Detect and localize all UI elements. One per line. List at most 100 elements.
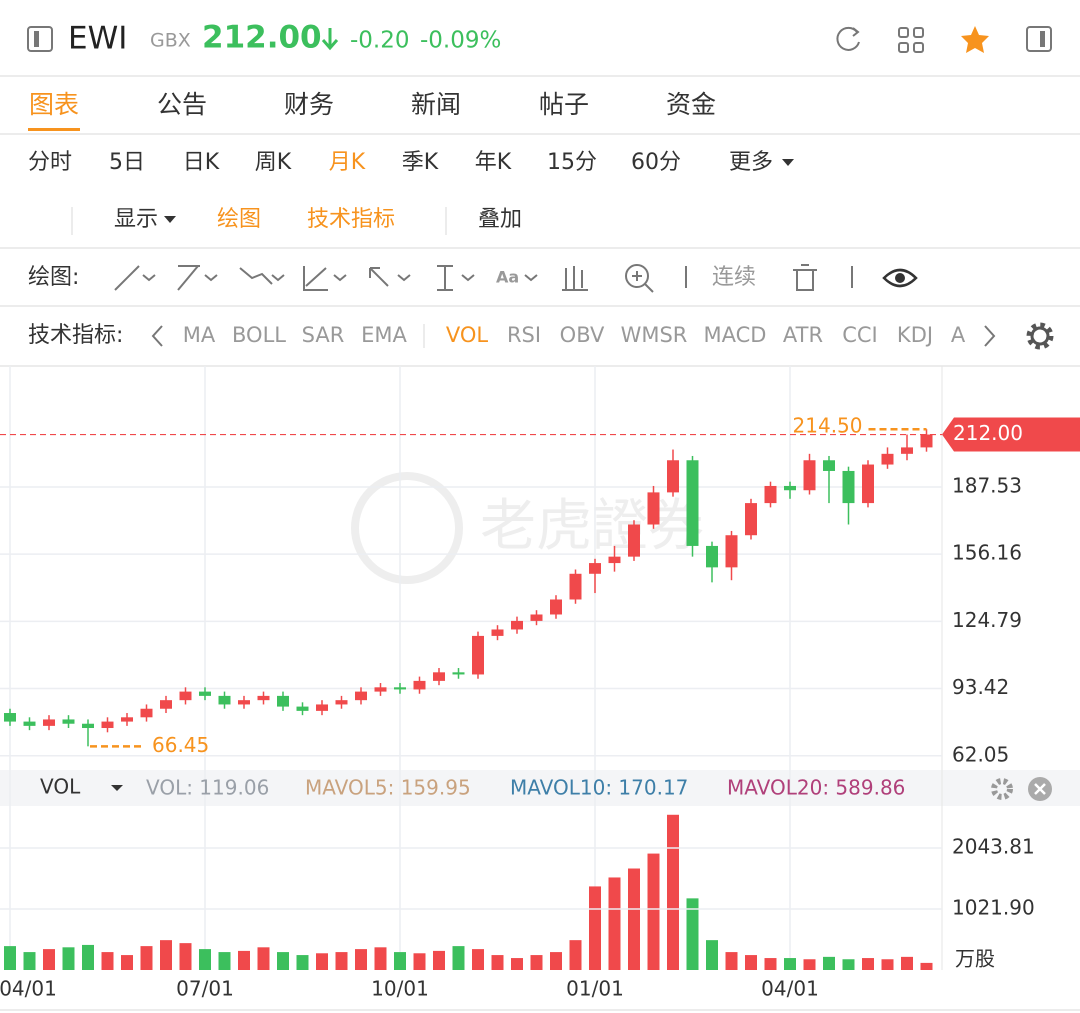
dropdown-arrow (111, 785, 123, 791)
candle-body (569, 573, 582, 600)
candle-body (686, 460, 699, 546)
candle-body (550, 599, 562, 615)
scroll-right[interactable] (984, 325, 996, 347)
volume-bar (296, 955, 309, 970)
x-tick-label: 07/01 (176, 977, 234, 1001)
favorite-star[interactable] (961, 26, 989, 53)
volume-bar (335, 952, 348, 970)
volume-bar (218, 952, 231, 970)
volume-bar (491, 955, 504, 970)
candle-body (43, 719, 55, 726)
volume-bar (160, 940, 172, 970)
max-label: 214.50 (793, 414, 863, 438)
y-tick-label: 62.05 (952, 742, 1009, 766)
settings-icon[interactable] (1026, 322, 1054, 350)
volume-selector[interactable]: VOL (40, 775, 81, 799)
last-price-label: 212.00 (953, 421, 1023, 445)
tab[interactable]: 新闻 (411, 90, 461, 119)
tab[interactable]: 资金 (666, 90, 716, 119)
toolbar-label: 绘图: (28, 265, 79, 290)
volume-bar (4, 946, 16, 970)
chart-menu[interactable]: 叠加 (478, 207, 522, 232)
indicator[interactable]: OBV (560, 323, 605, 347)
volume-legend: VOL: 119.06 (146, 776, 269, 800)
volume-settings[interactable] (991, 778, 1013, 800)
y-tick-label: 1021.90 (952, 895, 1035, 919)
candle-body (316, 704, 328, 711)
volume-bar (628, 868, 640, 970)
indicator[interactable]: KDJ (897, 323, 933, 347)
period-button[interactable]: 季K (402, 150, 439, 175)
indicator[interactable]: WMSR (621, 323, 688, 347)
indicator[interactable]: MACD (704, 323, 767, 347)
chart-menu[interactable]: 技术指标 (307, 207, 395, 232)
period-button[interactable]: 15分 (547, 150, 597, 175)
draw-tools[interactable] (114, 264, 853, 293)
candle-body (589, 563, 601, 574)
period-button[interactable]: 日K (183, 150, 220, 175)
volume-bar (842, 959, 855, 970)
indicator[interactable]: CCI (842, 323, 878, 347)
indicator[interactable]: ATR (783, 323, 823, 347)
volume-bar (920, 962, 933, 970)
period-button[interactable]: 5日 (109, 150, 145, 175)
volume-bar (179, 943, 192, 970)
panel-icon-bar (1040, 31, 1045, 47)
volume-legend: MAVOL20: 589.86 (727, 776, 905, 800)
scroll-left[interactable] (151, 325, 163, 347)
symbol: EWI (68, 21, 127, 57)
tab[interactable]: 图表 (29, 90, 79, 119)
tab[interactable]: 帖子 (539, 90, 589, 119)
chart-menu[interactable]: 绘图 (217, 207, 261, 232)
indicator[interactable]: BOLL (232, 323, 286, 347)
volume-bar (257, 947, 270, 970)
volume-legend: MAVOL5: 159.95 (305, 776, 471, 800)
last-price-tag (942, 417, 1080, 452)
period-button[interactable]: 年K (475, 150, 512, 175)
period-button[interactable]: 60分 (631, 150, 681, 175)
eye-icon[interactable] (882, 268, 918, 288)
volume-bar (355, 949, 367, 970)
panel-icon[interactable] (1026, 26, 1052, 52)
candle-body (901, 447, 913, 454)
candle-body (394, 687, 406, 690)
period-button[interactable]: 月K (329, 150, 366, 175)
period-button[interactable]: 更多 (729, 150, 773, 175)
dropdown-arrow (782, 159, 794, 166)
grid-icon[interactable] (898, 27, 924, 53)
volume-bar (511, 958, 523, 970)
candle-body (472, 635, 484, 675)
candle-body (920, 434, 933, 448)
text-tool[interactable]: Aa (496, 268, 519, 287)
chart-menu[interactable]: 显示 (114, 207, 158, 232)
volume-bar (589, 886, 601, 970)
candle-body (277, 695, 289, 707)
volume-bar (569, 940, 582, 970)
tab[interactable]: 财务 (284, 90, 334, 119)
indicator[interactable]: SAR (302, 323, 345, 347)
indicator[interactable]: RSI (507, 323, 541, 347)
volume-bar (413, 953, 426, 970)
sidebar-icon[interactable] (27, 26, 53, 52)
indicator[interactable]: VOL (446, 323, 489, 347)
min-label: 66.45 (152, 733, 209, 757)
indicator[interactable]: MA (183, 323, 216, 347)
period-button[interactable]: 周K (255, 150, 292, 175)
refresh-icon[interactable] (836, 26, 860, 51)
tab[interactable]: 公告 (157, 90, 207, 119)
volume-legend: MAVOL10: 170.17 (510, 776, 688, 800)
candle-body (842, 470, 855, 504)
volume-bar (608, 877, 621, 970)
volume-bar (238, 950, 250, 970)
candle-body (823, 460, 835, 471)
candle-body (140, 708, 153, 718)
period-button[interactable]: 分时 (28, 150, 72, 175)
volume-bar (667, 814, 679, 970)
indicator[interactable]: EMA (361, 323, 407, 347)
volume-bar (862, 958, 874, 970)
candle-body (199, 691, 211, 696)
continuous-mode[interactable]: 连续 (712, 265, 756, 290)
indicator[interactable]: A (951, 323, 966, 347)
candle-body (374, 687, 387, 692)
